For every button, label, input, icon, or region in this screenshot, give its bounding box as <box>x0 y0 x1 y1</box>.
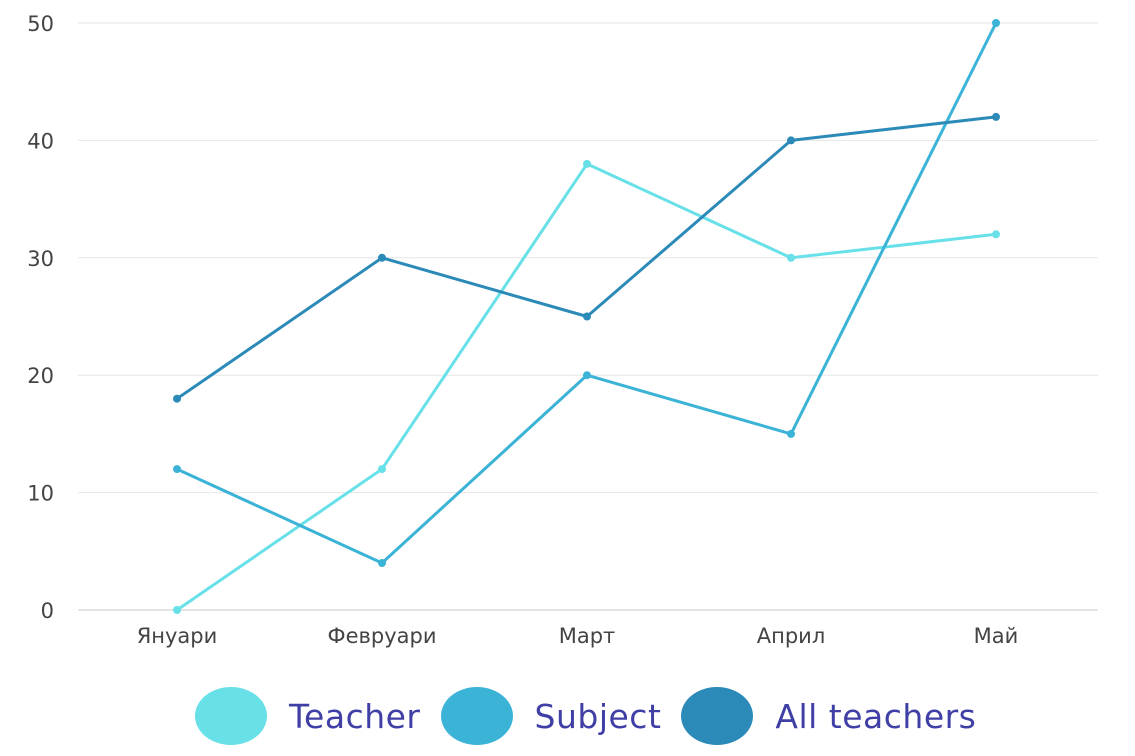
legend-label-teacher: Teacher <box>289 696 421 736</box>
data-point-subject-4[interactable] <box>787 429 795 438</box>
legend-label-subject: Subject <box>534 696 662 736</box>
data-point-teacher-1[interactable] <box>173 606 181 614</box>
series-line-teacher <box>175 162 998 612</box>
data-point-subject-5[interactable] <box>992 19 1000 27</box>
data-point-all-teachers-2[interactable] <box>378 253 386 262</box>
data-point-subject-2[interactable] <box>378 559 386 567</box>
y-tick-label-30: 30 <box>27 247 54 271</box>
data-point-teacher-5[interactable] <box>992 230 1000 239</box>
legend-item-subject[interactable]: Subject <box>440 687 662 745</box>
data-point-teacher-3[interactable] <box>583 159 591 168</box>
legend-item-teacher[interactable]: Teacher <box>195 687 421 745</box>
y-tick-label-10: 10 <box>27 482 54 506</box>
y-tick-label-40: 40 <box>27 129 54 153</box>
data-point-all-teachers-1[interactable] <box>173 394 181 403</box>
legend-swatch-all-teachers <box>681 687 754 745</box>
data-point-teacher-4[interactable] <box>787 253 795 262</box>
x-tick-label-5: Май <box>974 624 1019 648</box>
data-point-subject-3[interactable] <box>583 371 591 380</box>
x-tick-label-1: Януари <box>137 624 218 648</box>
legend-item-all-teachers[interactable]: All teachers <box>681 687 976 745</box>
legend-swatch-subject <box>440 687 513 745</box>
data-point-all-teachers-4[interactable] <box>787 136 795 145</box>
y-tick-label-0: 0 <box>41 599 54 623</box>
y-tick-label-20: 20 <box>27 364 54 388</box>
data-point-teacher-2[interactable] <box>378 465 386 474</box>
x-tick-label-3: Март <box>559 624 616 648</box>
y-axis-ticks: 0 10 20 30 40 50 <box>27 12 54 623</box>
x-axis-ticks: Януари Февруари Март Април Май <box>137 624 1019 648</box>
legend-swatch-teacher <box>195 687 267 745</box>
x-tick-label-2: Февруари <box>328 624 437 648</box>
chart-plot: 0 10 20 30 40 50 Януари Февруари Март Април Май <box>27 12 1098 648</box>
data-point-subject-1[interactable] <box>173 465 181 474</box>
series-line-subject <box>175 21 998 565</box>
x-tick-label-4: Април <box>757 624 826 648</box>
data-point-all-teachers-3[interactable] <box>583 312 591 321</box>
y-tick-label-50: 50 <box>27 12 54 36</box>
data-point-all-teachers-5[interactable] <box>992 112 1000 121</box>
legend-label-all-teachers: All teachers <box>775 696 977 736</box>
legend: Teacher Subject All teachers <box>195 686 996 746</box>
series-lines <box>173 19 1000 614</box>
